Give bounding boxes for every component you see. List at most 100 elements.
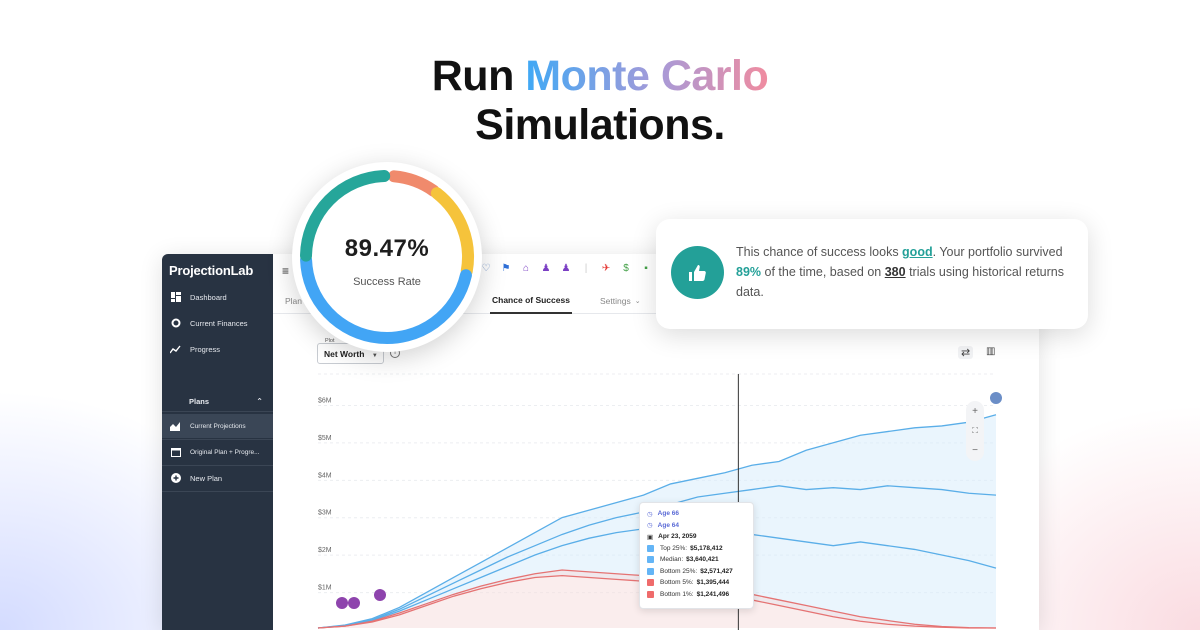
add-circle-icon — [170, 473, 181, 484]
callout-trials-link[interactable]: 380 — [884, 265, 906, 279]
sidebar-item-label: Original Plan + Progre... — [190, 448, 260, 456]
gauge-segment-yellow — [430, 187, 474, 278]
y-tick-label: $5M — [318, 435, 332, 442]
tooltip-age-row: ◷ Age 64 — [647, 520, 746, 532]
flag-icon[interactable]: ⚑ — [501, 262, 511, 274]
callout-text-part: of the time, based on — [761, 265, 885, 279]
gauge-segment-orange — [388, 170, 440, 197]
divider — [162, 411, 273, 412]
tooltip-series-row: Bottom 1%: $1,241,496 — [647, 589, 746, 601]
sidebar-item-new-plan[interactable]: New Plan — [162, 466, 273, 490]
gauge-ring — [300, 170, 474, 344]
y-tick-label: $6M — [318, 397, 332, 404]
callout-text-part: This chance of success looks — [736, 245, 903, 259]
area-chart-icon — [170, 421, 181, 432]
tooltip-series-value: $2,571,427 — [700, 567, 733, 575]
fit-icon[interactable]: ⛶ — [972, 425, 978, 435]
zoom-in-icon[interactable]: + — [972, 405, 978, 417]
tooltip-age-row: ◷ Age 66 — [647, 508, 746, 520]
zoom-out-icon[interactable]: − — [972, 445, 978, 457]
travel-icon[interactable]: ✈ — [601, 262, 611, 274]
chart-tooltip: ◷ Age 66 ◷ Age 64 ▣ Apr 23, 2059 Top 25%: $5… — [639, 502, 754, 609]
sidebar-item-label: Dashboard — [190, 292, 227, 302]
divider — [162, 491, 273, 492]
tooltip-series-label: Bottom 1%: — [660, 590, 694, 598]
home-search-icon[interactable]: ⌂ — [522, 262, 530, 274]
y-tick-label: $4M — [318, 472, 332, 479]
sidebar-item-dashboard[interactable]: Dashboard — [162, 285, 273, 309]
sidebar-item-progress[interactable]: Progress — [162, 337, 273, 361]
brand-logo[interactable]: ProjectionLab — [169, 263, 254, 278]
clock-icon: ◷ — [647, 510, 653, 518]
sidebar-item-label: Current Finances — [190, 318, 248, 328]
tooltip-series-row: Median: $3,640,421 — [647, 554, 746, 566]
tooltip-series-value: $1,241,496 — [696, 590, 730, 598]
tooltip-series-value: $1,395,444 — [696, 579, 730, 587]
headline-run: Run — [431, 52, 515, 100]
callout-text: This chance of success looks good. Your … — [736, 242, 1066, 302]
callout-percent: 89% — [736, 265, 762, 279]
series-swatch — [647, 579, 654, 587]
tab-settings-label: Settings — [600, 295, 631, 306]
milestone-marker — [336, 597, 348, 609]
tab-chance-of-success[interactable]: Chance of Success — [490, 287, 572, 314]
tooltip-series-label: Bottom 5%: — [660, 579, 694, 587]
sidebar: ProjectionLab Dashboard Current Finances… — [162, 254, 273, 630]
tooltip-series-label: Median: — [660, 556, 684, 564]
plot-select-value: Net Worth — [324, 349, 365, 359]
menu-icon[interactable]: ≡ — [282, 264, 290, 278]
tooltip-series-row: Bottom 5%: $1,395,444 — [647, 577, 746, 589]
callout-text-part: trials using historical returns data. — [736, 265, 1064, 299]
top-toolbar: ≡ ♡ ⚑ ⌂ ♟ ♟ | ✈ $ ▪ — [273, 254, 1039, 287]
dashboard-icon — [170, 292, 181, 303]
milestone-icons: ♡ ⚑ ⌂ ♟ ♟ | ✈ $ ▪ — [480, 262, 652, 274]
y-tick-label: $1M — [318, 585, 332, 592]
headline-monte-carlo: Monte Carlo — [525, 52, 769, 100]
plot-select-label: Plot — [323, 338, 337, 344]
sidebar-item-current-finances[interactable]: Current Finances — [162, 311, 273, 335]
tooltip-date: Apr 23, 2059 — [658, 533, 697, 541]
sidebar-item-label: Current Projections — [190, 422, 246, 430]
calendar-icon — [170, 447, 181, 458]
separator-icon: | — [584, 262, 588, 274]
series-line-top-25- — [317, 414, 997, 629]
series-swatch — [647, 544, 654, 552]
thumbs-up-icon — [671, 246, 724, 299]
person-icon[interactable]: ♟ — [541, 262, 551, 274]
callout-good-link[interactable]: good — [902, 245, 933, 259]
tooltip-series-label: Top 25%: — [660, 544, 688, 552]
success-callout: This chance of success looks good. Your … — [656, 219, 1088, 329]
person-alt-icon[interactable]: ♟ — [561, 262, 571, 274]
divider — [162, 439, 273, 440]
pie-icon — [170, 318, 181, 329]
tune-icon[interactable]: ⇄ — [958, 346, 974, 359]
tab-plan[interactable]: Plan — [285, 295, 303, 306]
plans-section-header[interactable]: Plans ⌃ — [189, 396, 263, 406]
table-view-icon[interactable]: ▥ — [986, 346, 996, 357]
y-tick-label: $2M — [318, 547, 332, 554]
chevron-up-icon: ⌃ — [256, 396, 263, 406]
dropdown-arrow-icon: ▼ — [371, 353, 378, 359]
divider — [162, 465, 273, 466]
y-tick-label: $3M — [318, 510, 332, 517]
gift-icon[interactable]: ▪ — [644, 262, 648, 274]
tooltip-series-value: $5,178,412 — [690, 544, 723, 552]
tooltip-series-label: Bottom 25%: — [660, 567, 698, 575]
calendar-icon: ▣ — [647, 533, 654, 541]
success-rate-gauge: 89.47% Success Rate — [292, 162, 482, 352]
trend-icon — [170, 344, 181, 355]
tooltip-series-row: Bottom 25%: $2,571,427 — [647, 566, 746, 578]
tooltip-date-row: ▣ Apr 23, 2059 — [647, 531, 746, 543]
success-rate-label: Success Rate — [353, 276, 421, 288]
milestone-marker — [374, 589, 386, 601]
sidebar-item-original-plan[interactable]: Original Plan + Progre... — [162, 440, 273, 464]
zoom-controls: + ⛶ − — [966, 401, 984, 461]
callout-text-part: . Your portfolio survived — [932, 245, 1063, 259]
tab-settings[interactable]: Settings ⌄ — [600, 287, 641, 314]
headline-simulations: Simulations. — [475, 101, 725, 149]
series-swatch — [647, 556, 654, 564]
sidebar-item-current-projections[interactable]: Current Projections — [162, 414, 273, 438]
heart-icon[interactable]: ♡ — [481, 262, 491, 274]
money-icon[interactable]: $ — [623, 262, 629, 274]
series-swatch — [647, 590, 654, 598]
